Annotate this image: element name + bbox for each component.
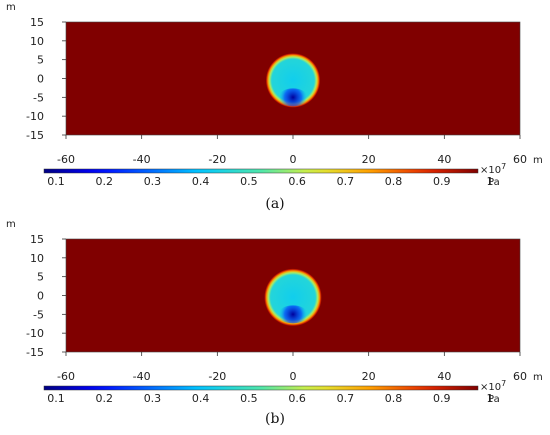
colorbar-tick-label: 0.8 xyxy=(385,175,403,188)
colorbar-tick-label: 0.9 xyxy=(433,392,451,405)
colorbar-tick-label: 0.5 xyxy=(240,392,258,405)
x-tick-label: 40 xyxy=(437,370,451,383)
colorbar-tick-label: 0.1 xyxy=(47,392,65,405)
x-tick-label: -60 xyxy=(57,153,75,166)
colorbar-exponent: ×107 xyxy=(480,162,506,176)
x-tick-label: 0 xyxy=(290,153,297,166)
colorbar-unit-label: Pa xyxy=(488,394,500,405)
y-tick-label: 5 xyxy=(37,54,44,67)
x-tick-label: -20 xyxy=(208,153,226,166)
y-tick-label: -15 xyxy=(26,346,44,359)
y-tick-label: 0 xyxy=(37,290,44,303)
x-tick-label: 60 xyxy=(513,153,527,166)
y-tick-label: -10 xyxy=(26,327,44,340)
x-tick-label: -40 xyxy=(133,370,151,383)
chart-panel-a: 15 10 5 0 -5 -10 -15 m -60 -40 -20 0 20 40 60 m 0.1 0.2 0.… xyxy=(0,0,550,217)
colorbar xyxy=(43,168,479,174)
low-pressure-region xyxy=(264,268,322,327)
colorbar-tick-label: 0.7 xyxy=(337,392,355,405)
y-unit-label: m xyxy=(6,2,16,13)
colorbar xyxy=(43,385,479,391)
colorbar-tick-label: 0.2 xyxy=(95,392,113,405)
colorbar-tick-label: 0.6 xyxy=(288,392,306,405)
y-tick-label: 15 xyxy=(30,233,44,246)
colorbar-tick-label: 0.5 xyxy=(240,175,258,188)
minimum-pressure-spot xyxy=(278,88,308,107)
colorbar-tick-label: 0.2 xyxy=(95,175,113,188)
colorbar-tick-label: 0.7 xyxy=(337,175,355,188)
caption-b: (b) xyxy=(0,411,550,427)
y-tick-label: -10 xyxy=(26,110,44,123)
y-tick-label: 15 xyxy=(30,16,44,29)
x-tick-label: 60 xyxy=(513,370,527,383)
x-tick-label: 40 xyxy=(437,153,451,166)
x-tick-label: 20 xyxy=(362,153,376,166)
x-tick-label: -40 xyxy=(133,153,151,166)
minimum-pressure-spot xyxy=(278,305,308,324)
y-unit-label: m xyxy=(6,219,16,230)
colorbar-tick-label: 0.1 xyxy=(47,175,65,188)
y-tick-label: -15 xyxy=(26,129,44,142)
colorbar-exponent: ×107 xyxy=(480,379,506,393)
colorbar-tick-label: 0.9 xyxy=(433,175,451,188)
chart-panel-b: 15 10 5 0 -5 -10 -15 m -60 -40 -20 0 20 40 60 m 0.1 0.2 0.… xyxy=(0,217,550,435)
y-tick-label: -5 xyxy=(33,91,44,104)
y-tick-label: 10 xyxy=(30,252,44,265)
colorbar-tick-label: 0.4 xyxy=(192,175,210,188)
caption-b-text: (b) xyxy=(265,411,285,427)
y-tick-label: -5 xyxy=(33,308,44,321)
colorbar-unit-label: Pa xyxy=(488,177,500,188)
colorbar-tick-label: 1 xyxy=(487,392,494,405)
heatmap-chart-a: 15 10 5 0 -5 -10 -15 m -60 -40 -20 0 20 40 60 m 0.1 0.2 0.… xyxy=(6,2,543,188)
colorbar-tick-label: 0.8 xyxy=(385,392,403,405)
x-unit-label: m xyxy=(533,155,543,166)
colorbar-tick-label: 0.3 xyxy=(144,392,162,405)
x-unit-label: m xyxy=(533,372,543,383)
x-tick-label: -60 xyxy=(57,370,75,383)
y-tick-label: 0 xyxy=(37,73,44,86)
heatmap-chart-b: 15 10 5 0 -5 -10 -15 m -60 -40 -20 0 20 40 60 m 0.1 0.2 0.… xyxy=(6,219,543,405)
colorbar-tick-label: 1 xyxy=(487,175,494,188)
x-tick-label: -20 xyxy=(208,370,226,383)
caption-a-text: (a) xyxy=(265,196,285,212)
y-tick-label: 5 xyxy=(37,271,44,284)
caption-a: (a) xyxy=(0,196,550,212)
x-tick-label: 0 xyxy=(290,370,297,383)
colorbar-tick-label: 0.6 xyxy=(288,175,306,188)
x-tick-label: 20 xyxy=(362,370,376,383)
colorbar-tick-label: 0.3 xyxy=(144,175,162,188)
colorbar-tick-label: 0.4 xyxy=(192,392,210,405)
y-tick-label: 10 xyxy=(30,35,44,48)
